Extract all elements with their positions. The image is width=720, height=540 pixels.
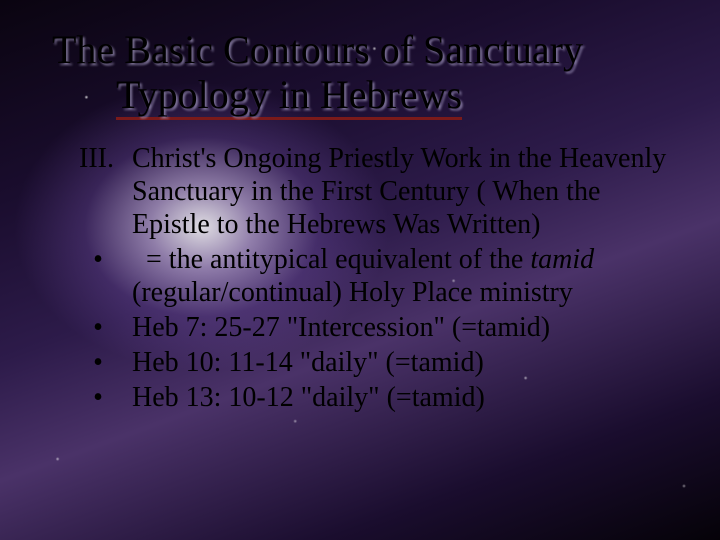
bullet-text: Heb 10: 11-14 "daily" (=tamid) [132, 346, 680, 379]
bullet-text-em: tamid [530, 244, 594, 275]
bullet-row: • Heb 7: 25-27 "Intercession" (=tamid) [52, 311, 680, 344]
slide-body: III. Christ's Ongoing Priestly Work in t… [52, 142, 680, 414]
outline-numeral: III. [52, 142, 132, 175]
bullet-text-pre: = the antitypical equivalent of the [132, 244, 530, 275]
bullet-row: • Heb 10: 11-14 "daily" (=tamid) [52, 346, 680, 379]
bullet-marker-icon: • [52, 346, 132, 379]
title-line-2: Typology in Hebrews [52, 73, 462, 118]
title-line-2-text: Typology in Hebrews [116, 72, 462, 120]
bullet-row: • Heb 13: 10-12 "daily" (=tamid) [52, 381, 680, 414]
bullet-text: Heb 13: 10-12 "daily" (=tamid) [132, 381, 680, 414]
bullet-marker-icon: • [52, 243, 132, 276]
slide: The Basic Contours of Sanctuary Typology… [0, 0, 720, 540]
bullet-text: = the antitypical equivalent of the tami… [132, 243, 680, 309]
bullet-marker-icon: • [52, 311, 132, 344]
slide-title: The Basic Contours of Sanctuary Typology… [52, 28, 680, 124]
outline-heading-row: III. Christ's Ongoing Priestly Work in t… [52, 142, 680, 241]
bullet-marker-icon: • [52, 381, 132, 414]
bullet-row: • = the antitypical equivalent of the ta… [52, 243, 680, 309]
outline-heading-text: Christ's Ongoing Priestly Work in the He… [132, 142, 680, 241]
title-line-1: The Basic Contours of Sanctuary [52, 27, 583, 72]
bullet-text-post: (regular/continual) Holy Place ministry [132, 277, 573, 308]
bullet-text: Heb 7: 25-27 "Intercession" (=tamid) [132, 311, 680, 344]
